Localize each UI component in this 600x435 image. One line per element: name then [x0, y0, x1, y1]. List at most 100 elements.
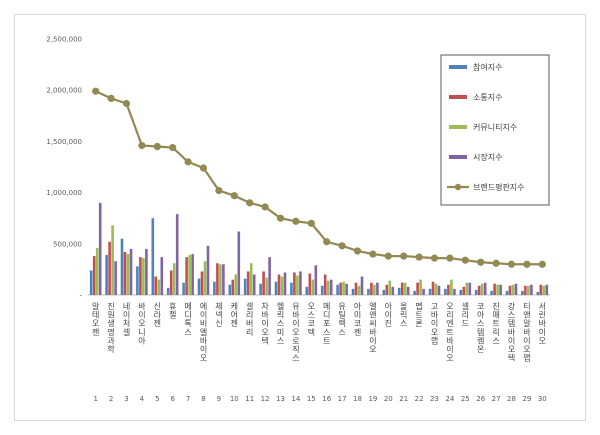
bar-3-30	[542, 285, 546, 295]
rank-label: 2	[109, 395, 113, 403]
bar-4-21	[406, 286, 410, 295]
legend-swatch-2	[449, 95, 467, 99]
bar-4-26	[483, 282, 487, 295]
brand-index-point-7	[184, 158, 192, 166]
brand-index-point-1	[92, 87, 100, 95]
rank-label: 24	[445, 395, 454, 403]
bar-4-1	[98, 202, 102, 295]
bar-4-4	[145, 248, 148, 295]
bar-4-8	[206, 245, 210, 295]
bar-3-26	[480, 283, 484, 295]
rank-label: 5	[155, 395, 159, 403]
bar-2-14	[293, 272, 296, 295]
bar-1-19	[367, 288, 370, 295]
bar-4-15	[314, 265, 318, 295]
brand-index-point-5	[153, 142, 161, 151]
legend-swatch-4	[449, 155, 467, 159]
bar-1-29	[521, 290, 524, 295]
brand-index-point-24	[446, 254, 454, 262]
bar-2-26	[477, 285, 481, 295]
bar-4-6	[175, 214, 179, 295]
brand-index-point-30	[538, 260, 546, 268]
bar-2-23	[431, 281, 435, 295]
brand-index-point-2	[107, 94, 115, 102]
bar-2-7	[185, 257, 188, 295]
bar-1-10	[228, 284, 232, 295]
brand-index-point-25	[461, 256, 469, 264]
brand-index-point-13	[276, 214, 285, 222]
bar-1-26	[474, 289, 478, 295]
brand-index-point-29	[523, 260, 531, 268]
brand-index-point-3	[122, 99, 131, 108]
bar-2-1	[92, 256, 96, 295]
brand-index-point-19	[369, 250, 377, 258]
rank-label: 26	[476, 395, 485, 403]
rank-label: 4	[140, 395, 145, 403]
legend-label-2: 소통지수	[473, 93, 502, 102]
bar-3-7	[188, 255, 191, 295]
legend-label-5: 브랜드평판지수	[473, 182, 525, 192]
bar-3-17	[342, 281, 345, 295]
bar-3-3	[126, 254, 130, 295]
bar-1-24	[444, 288, 447, 295]
rank-label: 22	[415, 395, 424, 403]
bar-2-13	[277, 274, 281, 295]
rank-label: 10	[230, 395, 239, 403]
bar-2-20	[385, 284, 389, 295]
bar-2-8	[200, 271, 204, 295]
bar-4-14	[299, 271, 302, 295]
bar-2-3	[123, 251, 127, 295]
legend-marker	[454, 183, 462, 191]
bar-series-group	[89, 202, 549, 295]
bar-1-30	[536, 291, 540, 295]
brand-index-point-11	[246, 199, 254, 207]
rank-label: 12	[261, 395, 270, 403]
bar-4-12	[268, 257, 271, 295]
bar-4-22	[422, 288, 425, 295]
bar-1-7	[182, 282, 185, 295]
brand-index-point-6	[169, 143, 177, 152]
brand-index-point-22	[415, 253, 423, 261]
bar-2-4	[139, 257, 142, 295]
y-tick-label: 1,500,000	[46, 138, 82, 146]
bar-3-24	[450, 279, 453, 295]
rank-label: 20	[384, 395, 393, 403]
bar-2-11	[246, 271, 250, 295]
bar-3-6	[172, 263, 176, 295]
brand-index-point-16	[323, 238, 331, 246]
bar-4-27	[499, 284, 502, 295]
bar-4-25	[468, 282, 472, 295]
bar-2-17	[339, 282, 342, 295]
bar-2-25	[462, 286, 466, 295]
brand-index-point-23	[430, 254, 439, 262]
brand-index-line-group	[92, 87, 546, 268]
bar-2-6	[169, 270, 173, 295]
bar-1-17	[336, 284, 339, 295]
bar-3-4	[142, 258, 145, 295]
y-tick-label: 500,000	[53, 240, 82, 248]
bar-3-2	[111, 225, 114, 295]
bar-2-5	[154, 276, 158, 295]
bar-1-27	[490, 290, 493, 295]
bar-4-16	[329, 279, 333, 295]
bar-4-10	[237, 231, 241, 295]
bar-4-20	[391, 286, 395, 295]
x-axis: 알 테 오 젠 1 진 원 생 명 과 학 2 네 이 처 셀 3 바 이 오 니 아 4 신 라 젠 5 휴 젤 6 메 디 톡 스 7 에 이 비 엘 바…	[91, 301, 547, 403]
brand-index-point-17	[338, 242, 346, 250]
bar-2-9	[216, 263, 219, 295]
